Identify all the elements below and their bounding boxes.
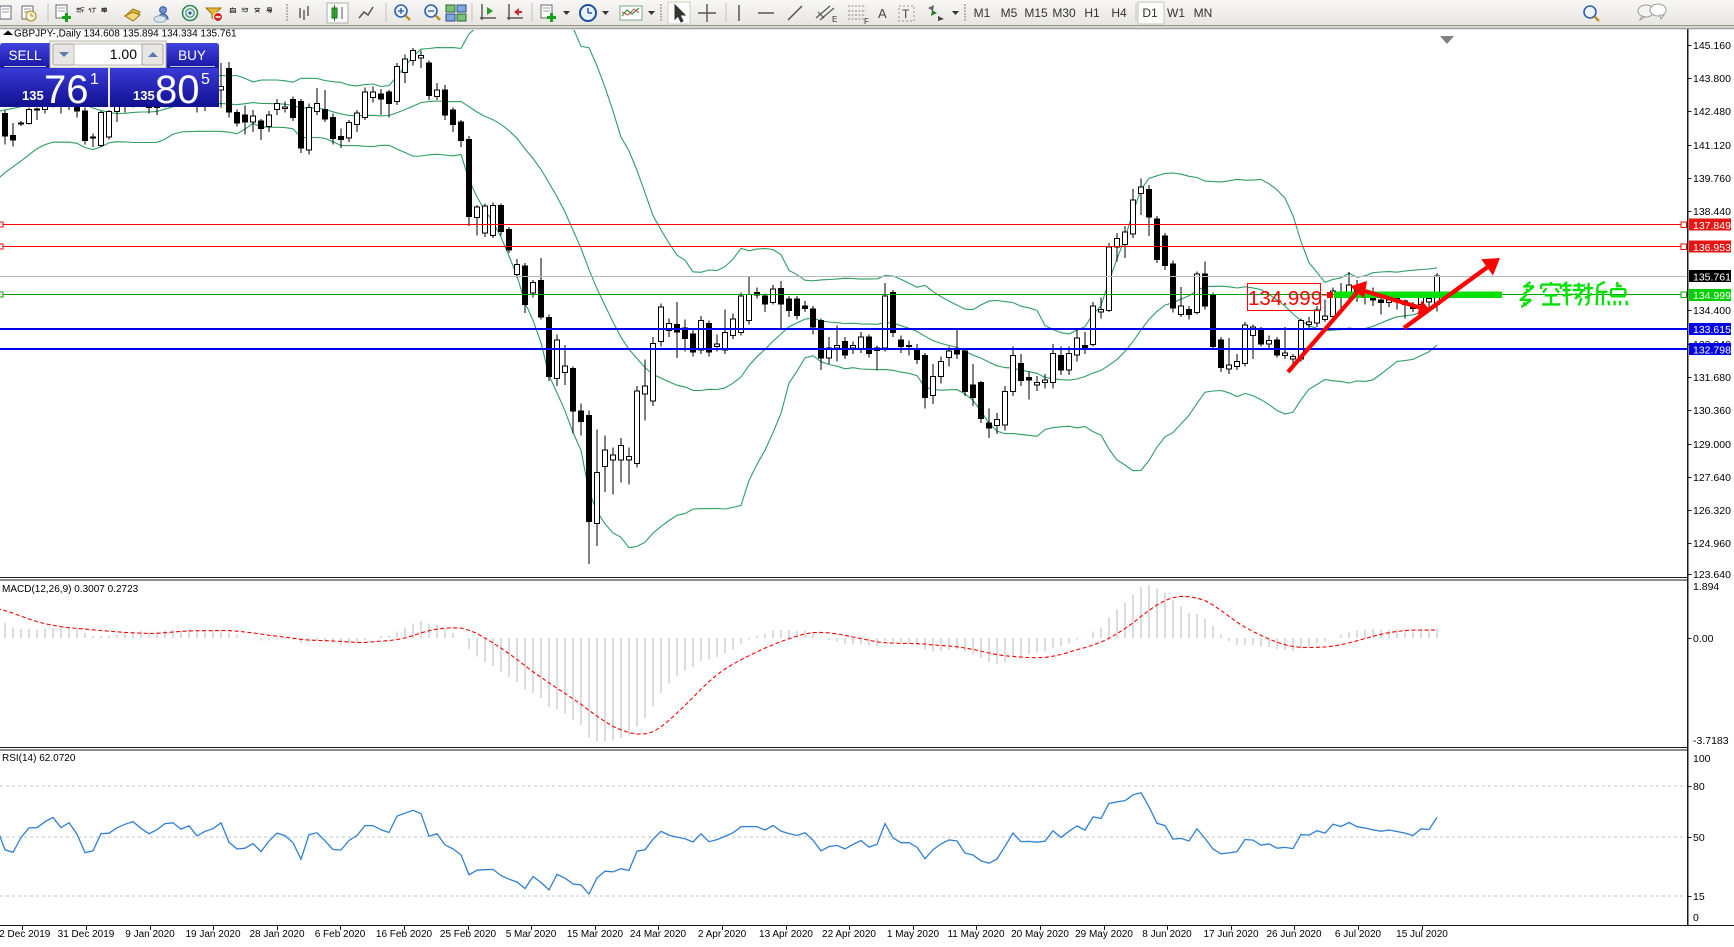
svg-text:0: 0	[1693, 912, 1699, 924]
svg-text:9 Jan 2020: 9 Jan 2020	[125, 929, 175, 940]
svg-text:SELL: SELL	[8, 48, 42, 63]
svg-text:11 May 2020: 11 May 2020	[947, 929, 1005, 940]
svg-text:138.440: 138.440	[1693, 206, 1731, 218]
svg-text:F: F	[864, 17, 869, 26]
svg-text:1.00: 1.00	[110, 46, 137, 62]
svg-text:M30: M30	[1052, 6, 1076, 20]
svg-text:15: 15	[1693, 891, 1705, 903]
svg-text:129.000: 129.000	[1693, 439, 1731, 451]
svg-text:MACD(12,26,9) 0.3007 0.2723: MACD(12,26,9) 0.3007 0.2723	[2, 584, 139, 595]
svg-text:22 Apr 2020: 22 Apr 2020	[822, 929, 876, 940]
svg-text:100: 100	[1693, 753, 1711, 765]
svg-text:133.615: 133.615	[1693, 324, 1731, 336]
svg-text:76: 76	[44, 68, 89, 112]
svg-text:8 Jun 2020: 8 Jun 2020	[1142, 929, 1192, 940]
svg-text:134.400: 134.400	[1693, 305, 1731, 317]
svg-text:26 Jun 2020: 26 Jun 2020	[1266, 929, 1321, 940]
svg-text:15 Jul 2020: 15 Jul 2020	[1396, 929, 1448, 940]
svg-text:135: 135	[133, 88, 155, 103]
svg-text:E: E	[832, 15, 837, 24]
svg-text:25 Feb 2020: 25 Feb 2020	[440, 929, 497, 940]
svg-text:M5: M5	[1001, 6, 1018, 20]
svg-text:80: 80	[1693, 781, 1705, 793]
svg-text:5 Mar 2020: 5 Mar 2020	[506, 929, 557, 940]
svg-text:20 May 2020: 20 May 2020	[1011, 929, 1069, 940]
svg-text:1: 1	[90, 71, 99, 88]
svg-text:127.640: 127.640	[1693, 472, 1731, 484]
svg-text:H4: H4	[1111, 6, 1127, 20]
svg-text:134.999: 134.999	[1693, 290, 1731, 302]
svg-text:131.680: 131.680	[1693, 372, 1731, 384]
svg-text:142.480: 142.480	[1693, 106, 1731, 118]
svg-text:145.160: 145.160	[1693, 40, 1731, 52]
svg-text:135.761: 135.761	[1693, 271, 1731, 283]
svg-text:1.894: 1.894	[1693, 581, 1719, 593]
svg-text:BUY: BUY	[178, 48, 206, 63]
svg-text:D1: D1	[1142, 6, 1158, 20]
svg-text:22 Dec 2019: 22 Dec 2019	[0, 929, 51, 940]
svg-text:1 May 2020: 1 May 2020	[887, 929, 940, 940]
svg-text:-3.7183: -3.7183	[1693, 735, 1729, 747]
svg-text:31 Dec 2019: 31 Dec 2019	[58, 929, 115, 940]
svg-text:16 Feb 2020: 16 Feb 2020	[376, 929, 433, 940]
svg-text:28 Jan 2020: 28 Jan 2020	[249, 929, 304, 940]
svg-text:W1: W1	[1167, 6, 1185, 20]
svg-text:0.00: 0.00	[1693, 633, 1714, 645]
svg-text:139.760: 139.760	[1693, 173, 1731, 185]
svg-text:13 Apr 2020: 13 Apr 2020	[759, 929, 813, 940]
svg-text:19 Jan 2020: 19 Jan 2020	[185, 929, 240, 940]
svg-text:132.798: 132.798	[1693, 344, 1731, 356]
svg-text:24 Mar 2020: 24 Mar 2020	[630, 929, 687, 940]
svg-text:124.960: 124.960	[1693, 538, 1731, 550]
svg-text:A: A	[878, 6, 887, 21]
svg-text:RSI(14) 62.0720: RSI(14) 62.0720	[2, 753, 76, 764]
svg-text:15 Mar 2020: 15 Mar 2020	[567, 929, 624, 940]
svg-text:137.849: 137.849	[1693, 220, 1731, 232]
svg-text:126.320: 126.320	[1693, 505, 1731, 517]
svg-text:123.640: 123.640	[1693, 569, 1731, 581]
svg-text:143.800: 143.800	[1693, 73, 1731, 85]
svg-text:135: 135	[22, 88, 44, 103]
svg-text:2 Apr 2020: 2 Apr 2020	[698, 929, 747, 940]
svg-text:50: 50	[1693, 832, 1705, 844]
svg-text:T: T	[902, 7, 910, 21]
svg-text:29 May 2020: 29 May 2020	[1075, 929, 1133, 940]
svg-text:134.999: 134.999	[1248, 287, 1322, 310]
svg-text:17 Jun 2020: 17 Jun 2020	[1203, 929, 1258, 940]
svg-text:130.360: 130.360	[1693, 405, 1731, 417]
svg-text:141.120: 141.120	[1693, 140, 1731, 152]
svg-text:80: 80	[155, 68, 200, 112]
svg-text:6 Feb 2020: 6 Feb 2020	[315, 929, 366, 940]
svg-text:MN: MN	[1194, 6, 1213, 20]
svg-text:M1: M1	[974, 6, 991, 20]
svg-text:M15: M15	[1024, 6, 1048, 20]
svg-text:6 Jul 2020: 6 Jul 2020	[1335, 929, 1382, 940]
svg-text:H1: H1	[1084, 6, 1100, 20]
svg-text:5: 5	[201, 71, 210, 88]
svg-text:136.953: 136.953	[1693, 242, 1731, 254]
svg-text:GBPJPY-,Daily 134.608 135.894: GBPJPY-,Daily 134.608 135.894 134.334 13…	[14, 29, 237, 40]
